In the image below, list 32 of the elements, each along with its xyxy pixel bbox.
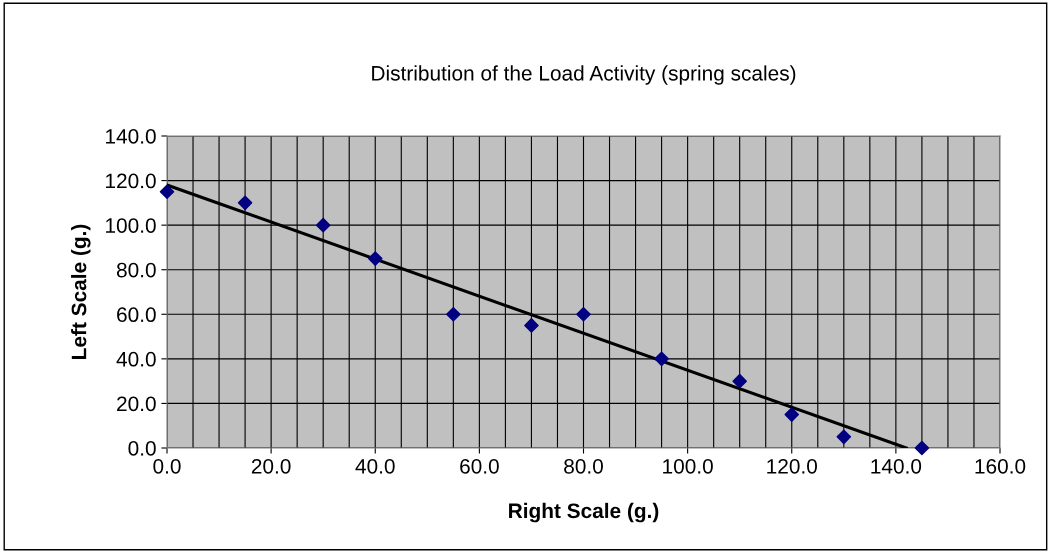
y-tick-label: 120.0: [106, 173, 156, 189]
x-tick-label: 40.0: [355, 458, 395, 474]
x-tick-label: 0.0: [153, 458, 181, 474]
x-tick-label: 80.0: [564, 458, 603, 474]
point: [914, 440, 930, 456]
point: [315, 217, 331, 233]
point: [237, 195, 253, 211]
y-tick-label: 100.0: [106, 218, 156, 233]
x-tick-label: 140.0: [871, 458, 922, 474]
y-tick-label: 80.0: [116, 262, 156, 278]
x-tick-label: 100.0: [663, 458, 713, 474]
chart-title: Distribution of the Load Activity (spring scales): [372, 65, 796, 85]
point: [784, 407, 800, 422]
x-tick-label: 120.0: [767, 458, 817, 474]
x-tick-label: 60.0: [460, 458, 499, 474]
point: [576, 307, 591, 322]
point: [446, 307, 461, 322]
point: [732, 373, 747, 389]
y-tick-label: 20.0: [117, 396, 156, 412]
x-tick-label: 20.0: [251, 458, 291, 474]
point: [836, 429, 852, 445]
y-tick-label: 40.0: [116, 351, 156, 367]
y-tick-label: 140.0: [106, 129, 156, 144]
x-axis-title: Right Scale (g.): [509, 502, 659, 523]
y-tick-label: 0.0: [128, 441, 156, 456]
point: [367, 251, 383, 266]
point: [654, 351, 669, 367]
y-tick-label: 60.0: [117, 307, 156, 323]
y-axis-title: Left Scale (g.): [71, 224, 91, 359]
point: [159, 184, 175, 199]
x-tick-label: 160.0: [975, 458, 1026, 474]
point: [524, 318, 539, 333]
